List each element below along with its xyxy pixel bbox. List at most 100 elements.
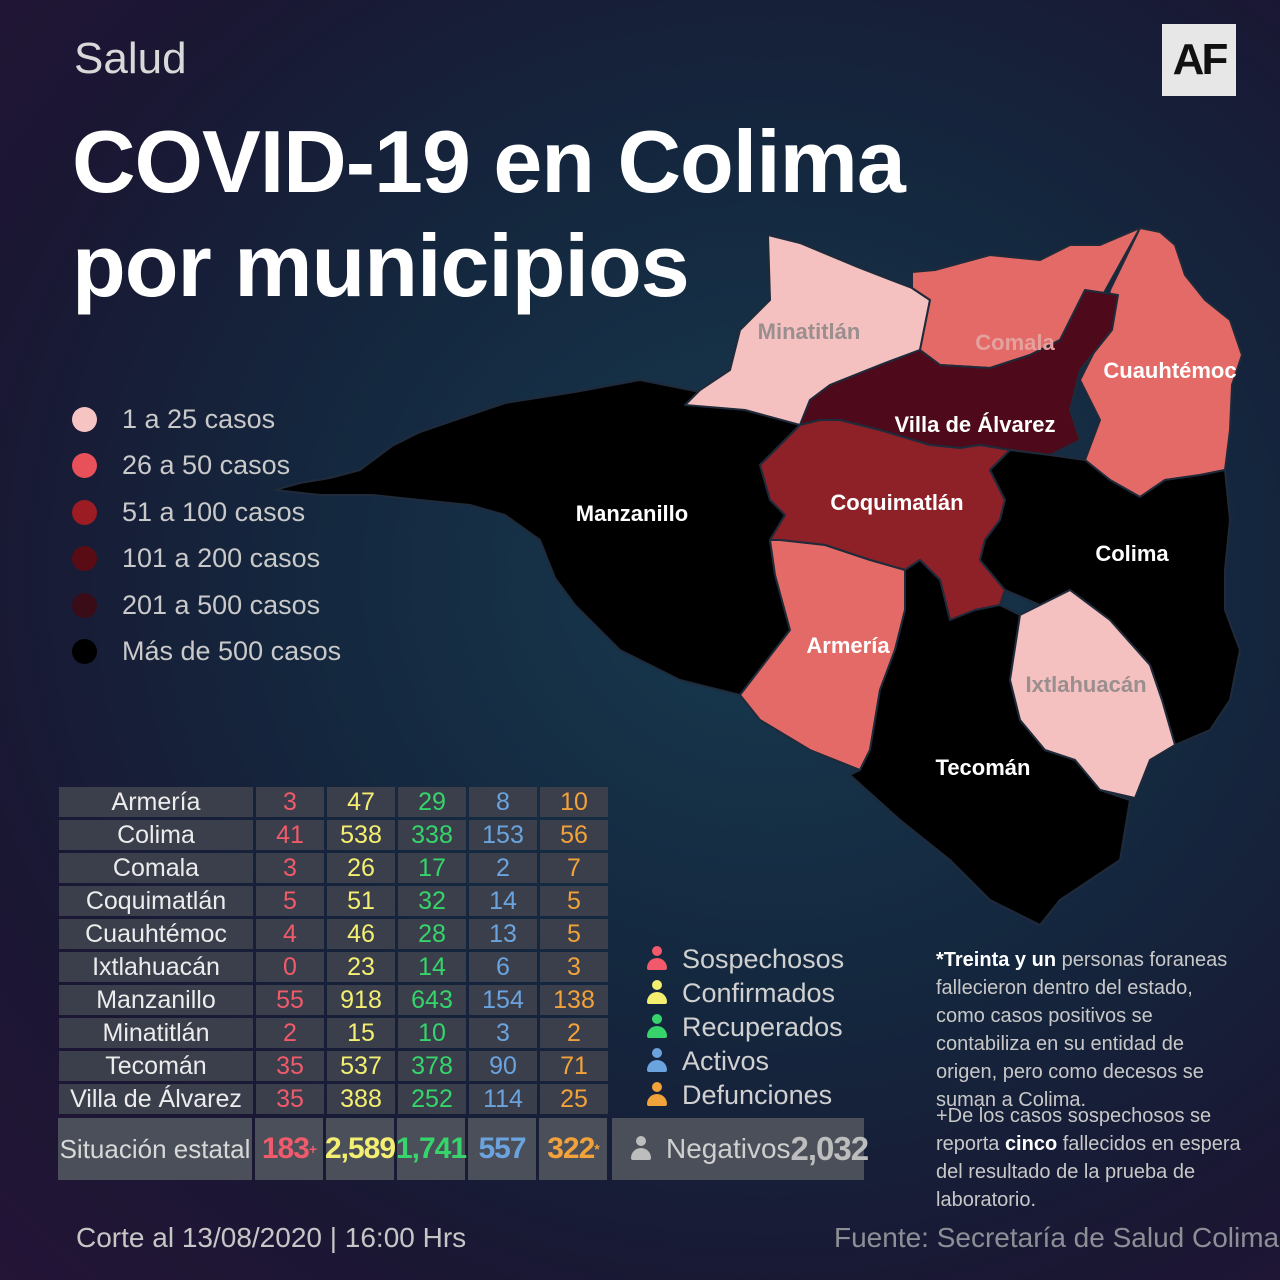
- legend-label: 1 a 25 casos: [122, 403, 276, 434]
- legend-item: 26 a 50 casos: [72, 443, 341, 490]
- confirmados-cell: 23: [327, 952, 395, 982]
- defunciones-cell: 56: [540, 820, 608, 850]
- table-row: Cuauhtémoc 4 46 28 13 5: [59, 919, 608, 949]
- confirmados-cell: 26: [327, 853, 395, 883]
- legend-dot: [72, 546, 97, 572]
- defunciones-cell: 7: [540, 853, 608, 883]
- recuperados-cell: 17: [398, 853, 466, 883]
- legend-label: 101 a 200 casos: [122, 543, 321, 574]
- person-icon: [646, 980, 668, 1006]
- source-credit: Fuente: Secretaría de Salud Colima: [834, 1222, 1280, 1253]
- note-foreign-deaths: *Treinta y un personas foraneas fallecie…: [936, 949, 1228, 1111]
- table-row: Manzanillo 55 918 643 154 138: [59, 985, 608, 1015]
- legend-label: 201 a 500 casos: [122, 589, 321, 620]
- confirmados-cell: 47: [327, 787, 395, 817]
- label-cuauhtemoc: Cuauhtémoc: [1103, 358, 1236, 383]
- key-label: Confirmados: [682, 977, 836, 1008]
- confirmados-cell: 538: [327, 820, 395, 850]
- key-item: Activos: [646, 1044, 844, 1078]
- total-sospechosos: 183 +: [255, 1118, 323, 1180]
- activos-cell: 8: [469, 787, 537, 817]
- label-armeria: Armería: [806, 633, 890, 658]
- label-manzanillo: Manzanillo: [576, 501, 688, 526]
- table-row: Colima 41 538 338 153 56: [59, 820, 608, 850]
- legend-dot: [72, 406, 97, 432]
- region-tecoman: [849, 559, 1131, 926]
- sospechosos-cell: 0: [256, 952, 324, 982]
- person-icon: [646, 946, 668, 972]
- recuperados-cell: 28: [398, 919, 466, 949]
- confirmados-cell: 51: [327, 886, 395, 916]
- key-label: Recuperados: [682, 1011, 843, 1042]
- legend-dot: [72, 499, 97, 525]
- confirmados-cell: 388: [327, 1084, 395, 1114]
- municipality-name: Colima: [59, 820, 253, 850]
- legend-label: Más de 500 casos: [122, 636, 342, 667]
- sospechosos-cell: 3: [256, 853, 324, 883]
- negativos-label: Negativos: [630, 1133, 791, 1165]
- sospechosos-cell: 41: [256, 820, 324, 850]
- page-title: COVID-19 en Colima por municipios: [72, 110, 906, 318]
- table-row: Villa de Álvarez 35 388 252 114 25: [59, 1084, 608, 1114]
- activos-cell: 90: [469, 1051, 537, 1081]
- title-line-2: por municipios: [72, 216, 690, 315]
- key-item: Defunciones: [646, 1078, 844, 1112]
- title-line-1: COVID-19 en Colima: [72, 112, 906, 211]
- municipality-name: Tecomán: [59, 1051, 253, 1081]
- recuperados-cell: 32: [398, 886, 466, 916]
- region-manzanillo: [274, 379, 801, 696]
- recuperados-cell: 643: [398, 985, 466, 1015]
- activos-cell: 114: [469, 1084, 537, 1114]
- legend-item: 1 a 25 casos: [72, 396, 341, 443]
- table-row: Comala 3 26 17 2 7: [59, 853, 608, 883]
- sospechosos-cell: 5: [256, 886, 324, 916]
- legend-item: 51 a 100 casos: [72, 489, 341, 536]
- af-logo: AF: [1162, 24, 1236, 96]
- recuperados-cell: 252: [398, 1084, 466, 1114]
- municipality-name: Armería: [59, 787, 253, 817]
- person-icon: [630, 1136, 652, 1162]
- key-item: Sospechosos: [646, 942, 844, 976]
- region-ixtlahuacan: [1009, 589, 1176, 799]
- note-suspected-deaths: +De los casos sospechosos se reporta cin…: [936, 1105, 1241, 1211]
- defunciones-cell: 71: [540, 1051, 608, 1081]
- activos-cell: 2: [469, 853, 537, 883]
- person-icon: [646, 1014, 668, 1040]
- municipality-name: Minatitlán: [59, 1018, 253, 1048]
- defunciones-cell: 10: [540, 787, 608, 817]
- activos-cell: 14: [469, 886, 537, 916]
- sospechosos-cell: 35: [256, 1084, 324, 1114]
- defunciones-cell: 5: [540, 886, 608, 916]
- table-row: Armería 3 47 29 8 10: [59, 787, 608, 817]
- legend-label: 51 a 100 casos: [122, 496, 306, 527]
- total-confirmados: 2,589: [325, 1118, 396, 1180]
- state-totals-row: Situación estatal 183 + 2,589 1,741 557 3…: [58, 1118, 869, 1180]
- municipality-name: Comala: [59, 853, 253, 883]
- region-colima: [979, 449, 1241, 746]
- sospechosos-cell: 3: [256, 787, 324, 817]
- person-icon: [646, 1048, 668, 1074]
- legend-dot: [72, 592, 97, 618]
- recuperados-cell: 378: [398, 1051, 466, 1081]
- confirmados-cell: 46: [327, 919, 395, 949]
- defunciones-cell: 3: [540, 952, 608, 982]
- municipality-name: Cuauhtémoc: [59, 919, 253, 949]
- table-row: Minatitlán 2 15 10 3 2: [59, 1018, 608, 1048]
- person-icon: [646, 1082, 668, 1108]
- confirmados-cell: 15: [327, 1018, 395, 1048]
- label-ixtlahuacan: Ixtlahuacán: [1025, 672, 1146, 697]
- defunciones-cell: 5: [540, 919, 608, 949]
- negativos-value: 2,032: [790, 1130, 870, 1167]
- label-minatitlan: Minatitlán: [758, 319, 861, 344]
- category-key: Sospechosos Confirmados Recuperados Acti…: [646, 942, 844, 1112]
- key-label: Defunciones: [682, 1079, 833, 1110]
- legend-item: Más de 500 casos: [72, 629, 341, 676]
- defunciones-cell: 25: [540, 1084, 608, 1114]
- municipality-name: Ixtlahuacán: [59, 952, 253, 982]
- section-label: Salud: [74, 34, 187, 83]
- recuperados-cell: 14: [398, 952, 466, 982]
- key-label: Activos: [682, 1045, 770, 1076]
- total-recuperados: 1,741: [396, 1118, 467, 1180]
- legend-item: 101 a 200 casos: [72, 536, 341, 583]
